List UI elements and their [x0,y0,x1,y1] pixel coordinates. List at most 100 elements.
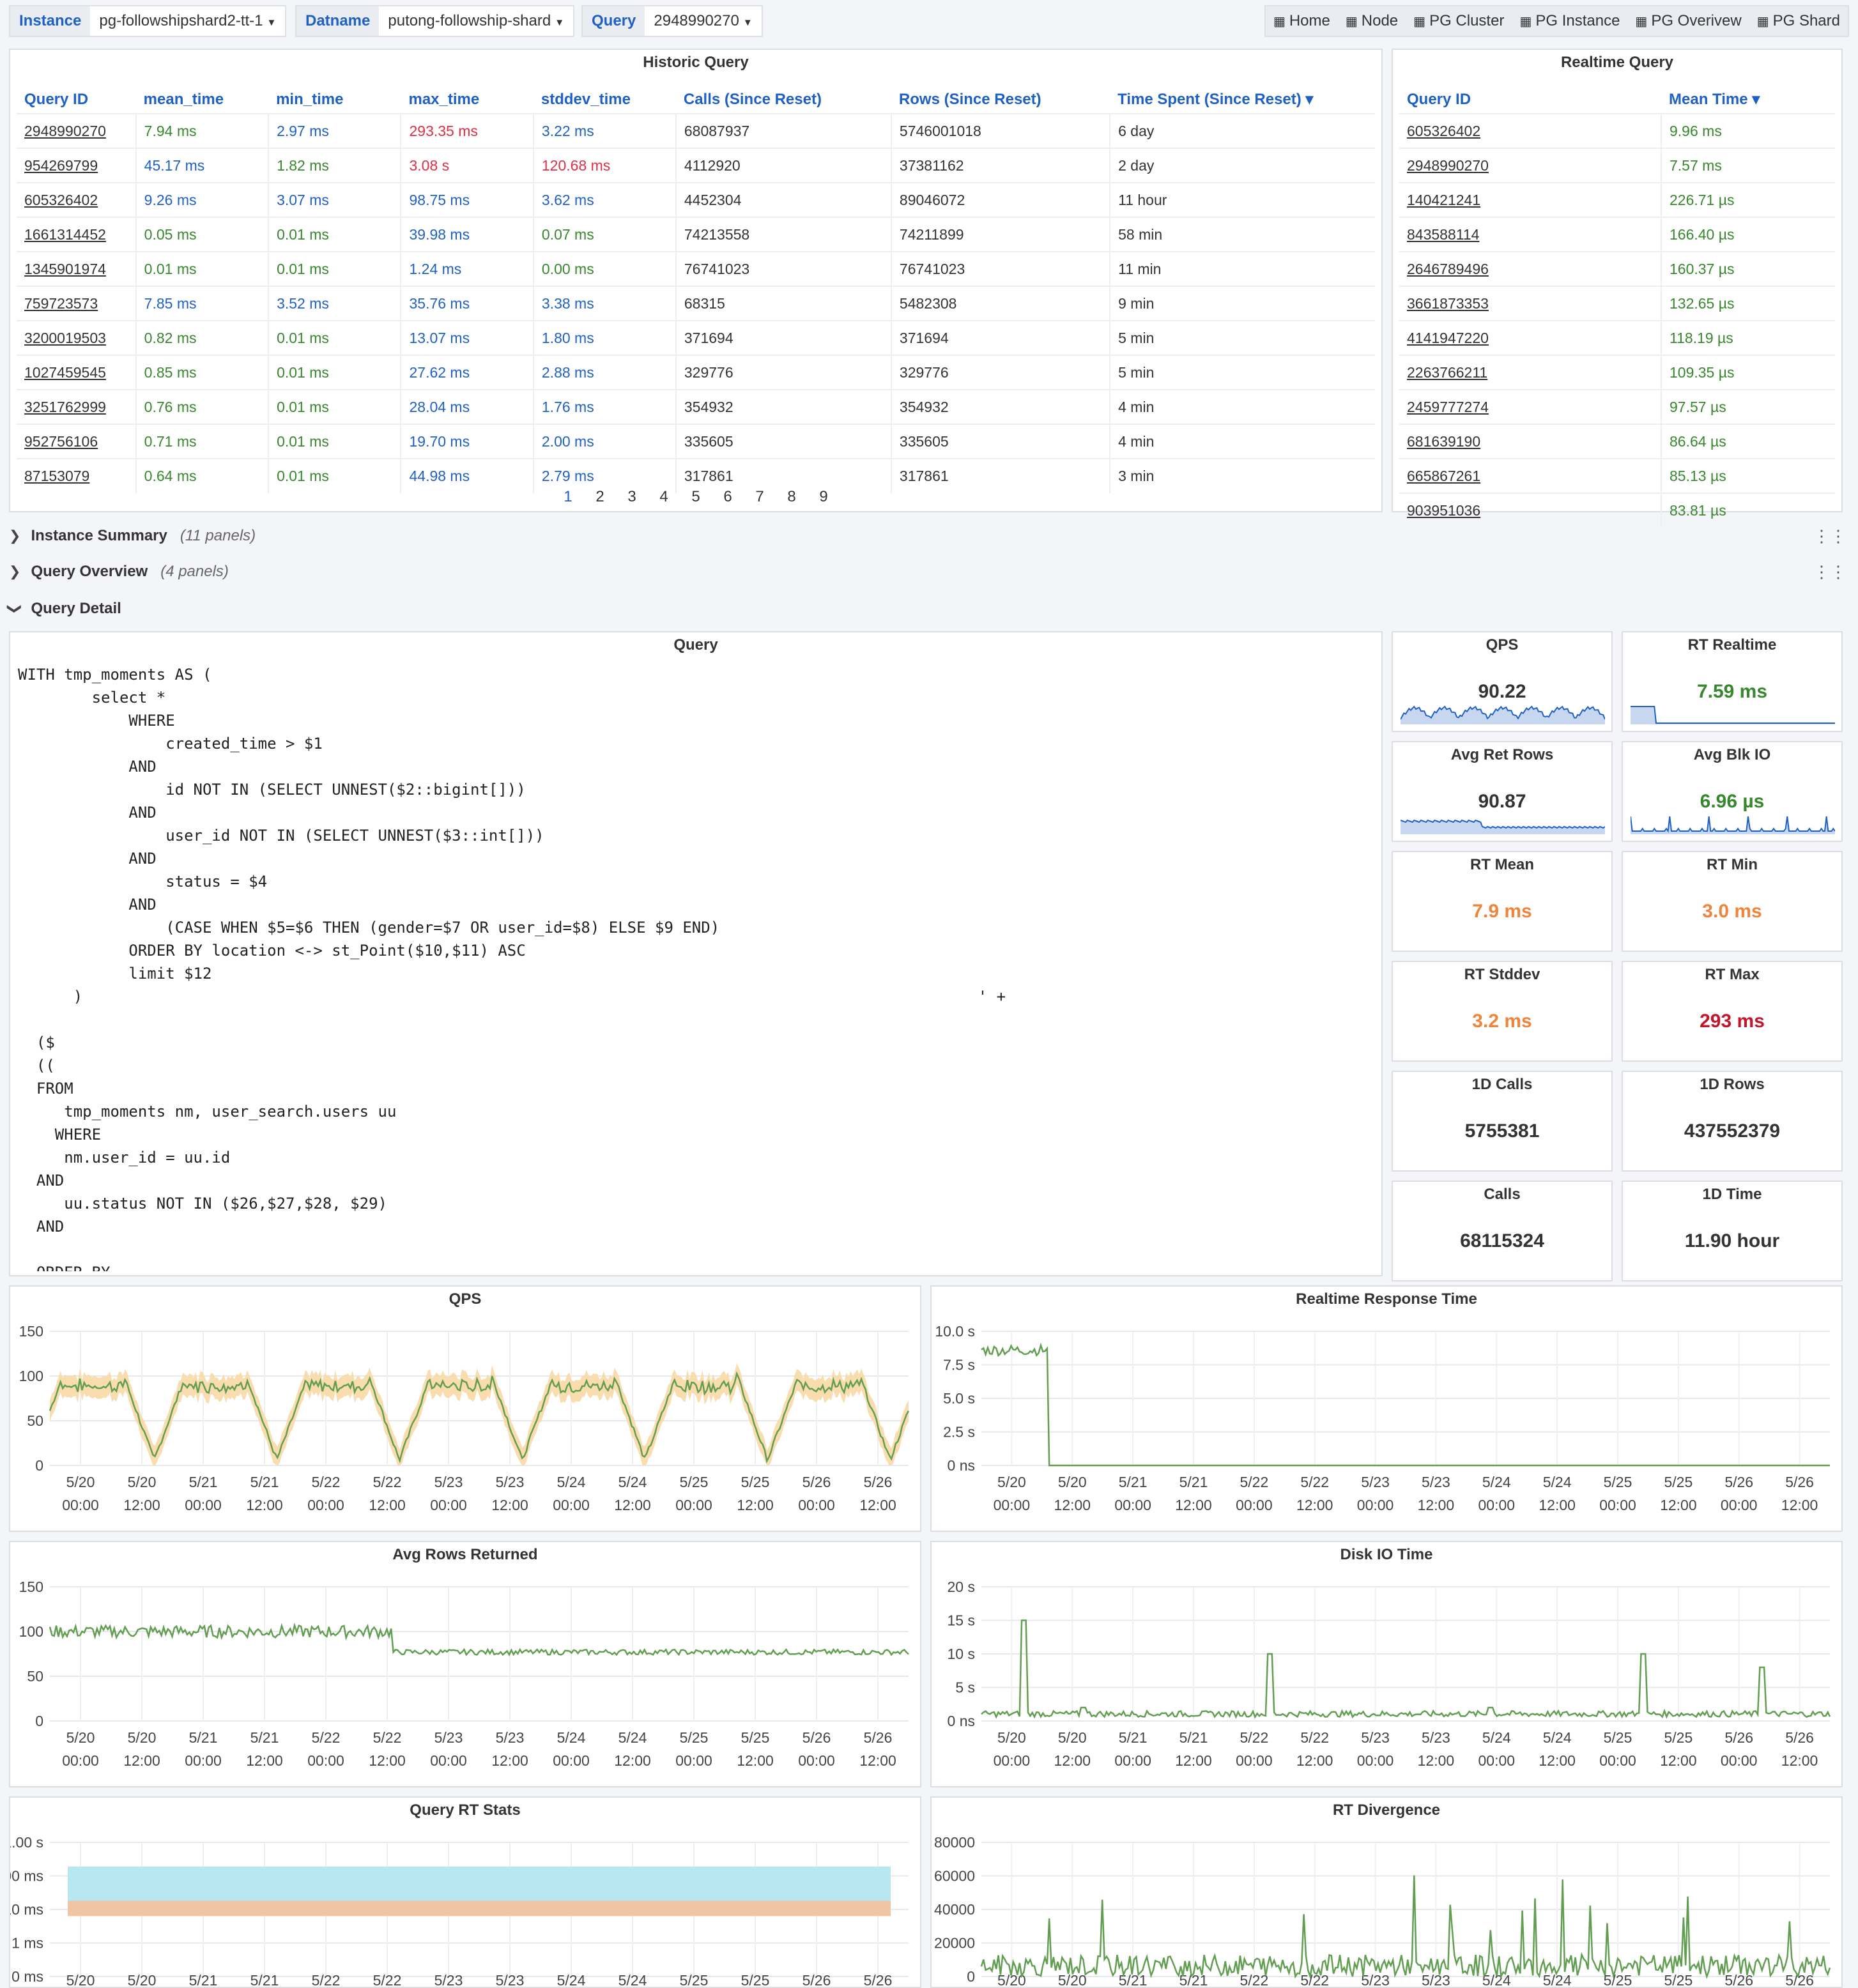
query-id-link[interactable]: 2263766211 [1399,355,1661,390]
link-home[interactable]: ▦ Home [1266,6,1338,36]
query-id-link[interactable]: 2646789496 [1399,251,1661,286]
table-row[interactable]: 954269799 45.17 ms 1.82 ms 3.08 s 120.68 ms 4… [17,148,1375,183]
drag-handle-icon[interactable]: ⋮⋮ [1813,526,1846,546]
y-tick-label: 1.00 s [10,1834,43,1851]
table-row[interactable]: 87153079 0.64 ms 0.01 ms 44.98 ms 2.79 ms 317… [17,458,1375,493]
row-query-detail[interactable]: ❯ Query Detail [7,593,1849,625]
page-link[interactable]: 2 [595,488,604,505]
y-tick-label: 1 ms [12,1935,43,1952]
table-row[interactable]: 605326402 9.26 ms 3.07 ms 98.75 ms 3.62 ms 44… [17,182,1375,217]
page-link[interactable]: 6 [723,488,732,505]
query-select[interactable]: 2948990270 ▼ [645,6,761,36]
column-header[interactable]: min_time [276,90,344,108]
column-header[interactable]: Mean Time ▾ [1669,91,1760,108]
stat-value: 68115324 [1460,1230,1544,1251]
query-id-link[interactable]: 954269799 [17,148,136,183]
table-row[interactable]: 1027459545 0.85 ms 0.01 ms 27.62 ms 2.88 ms 3… [17,355,1375,390]
query-id-link[interactable]: 3200019503 [17,320,136,355]
table-row[interactable]: 1661314452 0.05 ms 0.01 ms 39.98 ms 0.07 ms 7… [17,217,1375,252]
query-id-link[interactable]: 605326402 [1399,113,1661,148]
query-id-link[interactable]: 903951036 [1399,493,1661,528]
link-pg-instance[interactable]: ▦ PG Instance [1512,6,1627,36]
dashboard-grid-icon: ▦ [1756,15,1769,29]
query-variable[interactable]: Query 2948990270 ▼ [581,5,763,37]
column-header[interactable]: Rows (Since Reset) [898,90,1041,108]
query-id-link[interactable]: 3661873353 [1399,286,1661,321]
link-pg-cluster[interactable]: ▦ PG Cluster [1406,6,1512,36]
column-header[interactable]: Query ID [1407,90,1471,108]
page-link[interactable]: 3 [627,488,636,505]
x-tick-date: 5/24 [618,1972,647,1988]
link-pg-shard[interactable]: ▦ PG Shard [1749,6,1848,36]
table-row[interactable]: 140421241 226.71 µs [1399,182,1835,217]
query-id-link[interactable]: 87153079 [17,458,136,493]
column-header[interactable]: stddev_time [541,90,631,108]
table-row[interactable]: 3200019503 0.82 ms 0.01 ms 13.07 ms 1.80 ms 3… [17,320,1375,355]
datname-variable[interactable]: Datname putong-followship-shard ▼ [295,5,575,37]
panel-title: QPS [449,1290,482,1308]
table-row[interactable]: 665867261 85.13 µs [1399,458,1835,493]
query-id-link[interactable]: 140421241 [1399,182,1661,217]
page-link[interactable]: 9 [819,488,828,505]
query-id-link[interactable]: 1345901974 [17,251,136,286]
historic-query-panel: Historic Query Query ID mean_time min_time… [9,49,1383,512]
query-id-link[interactable]: 952756106 [17,424,136,459]
query-id-link[interactable]: 605326402 [17,182,136,217]
table-cell: 109.35 µs [1661,355,1835,390]
table-row[interactable]: 4141947220 118.19 µs [1399,320,1835,355]
column-header[interactable]: Query ID [24,90,89,108]
query-id-link[interactable]: 843588114 [1399,217,1661,252]
realtime-query-table: Query ID Mean Time ▾ 605326402 9.96 ms 2948… [1399,86,1835,528]
column-header[interactable]: Calls (Since Reset) [683,90,822,108]
table-row[interactable]: 759723573 7.85 ms 3.52 ms 35.76 ms 3.38 ms 68… [17,286,1375,321]
page-link[interactable]: 4 [659,488,668,505]
datname-select[interactable]: putong-followship-shard ▼ [379,6,573,36]
page-link[interactable]: 7 [755,488,764,505]
x-tick-date: 5/23 [1361,1474,1390,1490]
instance-variable[interactable]: Instance pg-followshipshard2-tt-1 ▼ [9,5,287,37]
query-id-link[interactable]: 665867261 [1399,458,1661,493]
table-cell: 3.38 ms [532,286,676,321]
table-cell: 0.05 ms [135,217,269,252]
query-id-link[interactable]: 2948990270 [1399,148,1661,183]
stat-panel: 1D Time 11.90 hour [1622,1181,1843,1281]
x-tick-date: 5/22 [1240,1729,1268,1746]
table-row[interactable]: 2948990270 7.94 ms 2.97 ms 293.35 ms 3.22 ms… [17,113,1375,148]
column-header[interactable]: mean_time [143,90,224,108]
query-id-link[interactable]: 1661314452 [17,217,136,252]
query-id-link[interactable]: 3251762999 [17,389,136,424]
table-row[interactable]: 3251762999 0.76 ms 0.01 ms 28.04 ms 1.76 ms 3… [17,389,1375,424]
table-row[interactable]: 681639190 86.64 µs [1399,424,1835,459]
table-row[interactable]: 1345901974 0.01 ms 0.01 ms 1.24 ms 0.00 ms 76… [17,251,1375,286]
table-row[interactable]: 605326402 9.96 ms [1399,113,1835,148]
row-query-overview[interactable]: ❯ Query Overview (4 panels) ⋮⋮ [9,556,1849,588]
page-link[interactable]: 5 [691,488,700,505]
table-cell: 9.96 ms [1661,113,1835,148]
x-tick-date: 5/26 [1785,1474,1814,1490]
table-row[interactable]: 2646789496 160.37 µs [1399,251,1835,286]
table-cell: 39.98 ms [400,217,534,252]
x-tick-date: 5/24 [1543,1729,1572,1746]
table-row[interactable]: 2948990270 7.57 ms [1399,148,1835,183]
query-id-link[interactable]: 681639190 [1399,424,1661,459]
table-row[interactable]: 843588114 166.40 µs [1399,217,1835,252]
link-pg-overview[interactable]: ▦ PG Overivew [1627,6,1749,36]
query-id-link[interactable]: 1027459545 [17,355,136,390]
drag-handle-icon[interactable]: ⋮⋮ [1813,562,1846,581]
table-row[interactable]: 903951036 83.81 µs [1399,493,1835,528]
table-row[interactable]: 2459777274 97.57 µs [1399,389,1835,424]
page-link[interactable]: 8 [787,488,796,505]
column-header[interactable]: Time Spent (Since Reset) ▾ [1117,91,1314,108]
table-row[interactable]: 2263766211 109.35 µs [1399,355,1835,390]
instance-select[interactable]: pg-followshipshard2-tt-1 ▼ [90,6,285,36]
link-node[interactable]: ▦ Node [1338,6,1406,36]
query-id-link[interactable]: 2459777274 [1399,389,1661,424]
page-link[interactable]: 1 [564,488,572,505]
row-instance-summary[interactable]: ❯ Instance Summary (11 panels) ⋮⋮ [9,520,1849,552]
query-id-link[interactable]: 759723573 [17,286,136,321]
query-id-link[interactable]: 2948990270 [17,113,136,148]
query-id-link[interactable]: 4141947220 [1399,320,1661,355]
table-row[interactable]: 952756106 0.71 ms 0.01 ms 19.70 ms 2.00 ms 33… [17,424,1375,459]
column-header[interactable]: max_time [408,90,480,108]
table-row[interactable]: 3661873353 132.65 µs [1399,286,1835,321]
